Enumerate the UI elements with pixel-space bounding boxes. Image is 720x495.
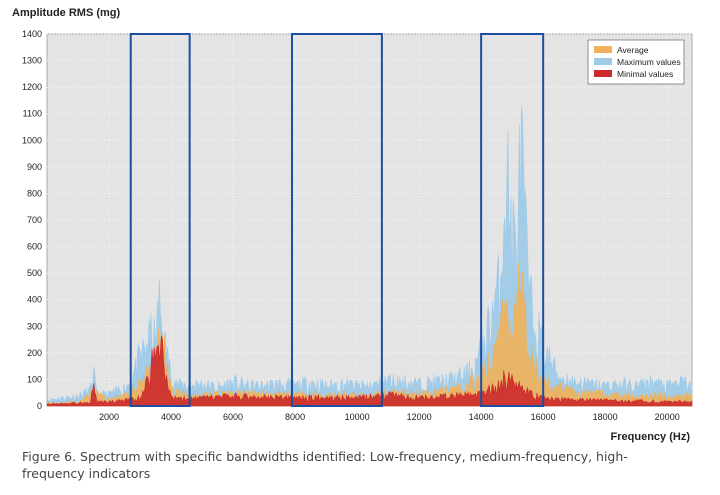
legend-label-2: Maximum values — [617, 57, 681, 67]
y-tick-label-6: 600 — [27, 242, 42, 252]
figure-caption: Figure 6. Spectrum with specific bandwid… — [22, 449, 628, 481]
band-box-3 — [480, 33, 545, 407]
x-tick-label-6: 14000 — [469, 412, 494, 422]
y-tick-label-10: 1000 — [22, 135, 42, 145]
legend-swatch-1 — [594, 46, 612, 53]
x-tick-label-4: 10000 — [345, 412, 370, 422]
y-tick-label-8: 800 — [27, 188, 42, 198]
x-tick-label-7: 16000 — [531, 412, 556, 422]
legend-swatch-3 — [594, 70, 612, 77]
y-tick-label-3: 300 — [27, 321, 42, 331]
x-tick-label-0: 2000 — [99, 412, 119, 422]
y-tick-label-11: 1100 — [23, 109, 42, 119]
y-tick-label-9: 900 — [27, 162, 42, 172]
x-tick-label-1: 4000 — [161, 412, 181, 422]
x-tick-label-9: 20000 — [655, 412, 680, 422]
series-minimal-values — [46, 335, 693, 407]
legend-label-1: Average — [617, 45, 649, 55]
band-box-2 — [290, 33, 383, 407]
legend-label-3: Minimal values — [617, 69, 673, 79]
y-tick-label-5: 500 — [27, 268, 42, 278]
series-maximum-values — [46, 106, 693, 407]
legend-swatch-2 — [594, 58, 612, 65]
y-tick-label-14: 1400 — [22, 29, 42, 39]
y-tick-label-4: 400 — [27, 295, 42, 305]
y-tick-label-7: 700 — [27, 215, 42, 225]
y-tick-label-13: 1300 — [22, 56, 42, 66]
x-tick-label-5: 12000 — [407, 412, 432, 422]
y-tick-label-0: 0 — [37, 401, 42, 411]
x-tick-label-2: 6000 — [223, 412, 243, 422]
y-tick-label-1: 100 — [27, 374, 42, 384]
y-tick-label-2: 200 — [27, 348, 42, 358]
y-tick-label-12: 1200 — [22, 82, 42, 92]
y-axis-title: Amplitude RMS (mg) — [12, 7, 120, 19]
band-box-1 — [129, 33, 191, 407]
x-tick-label-3: 8000 — [285, 412, 305, 422]
x-axis-title: Frequency (Hz) — [611, 431, 691, 443]
x-tick-label-8: 18000 — [593, 412, 618, 422]
